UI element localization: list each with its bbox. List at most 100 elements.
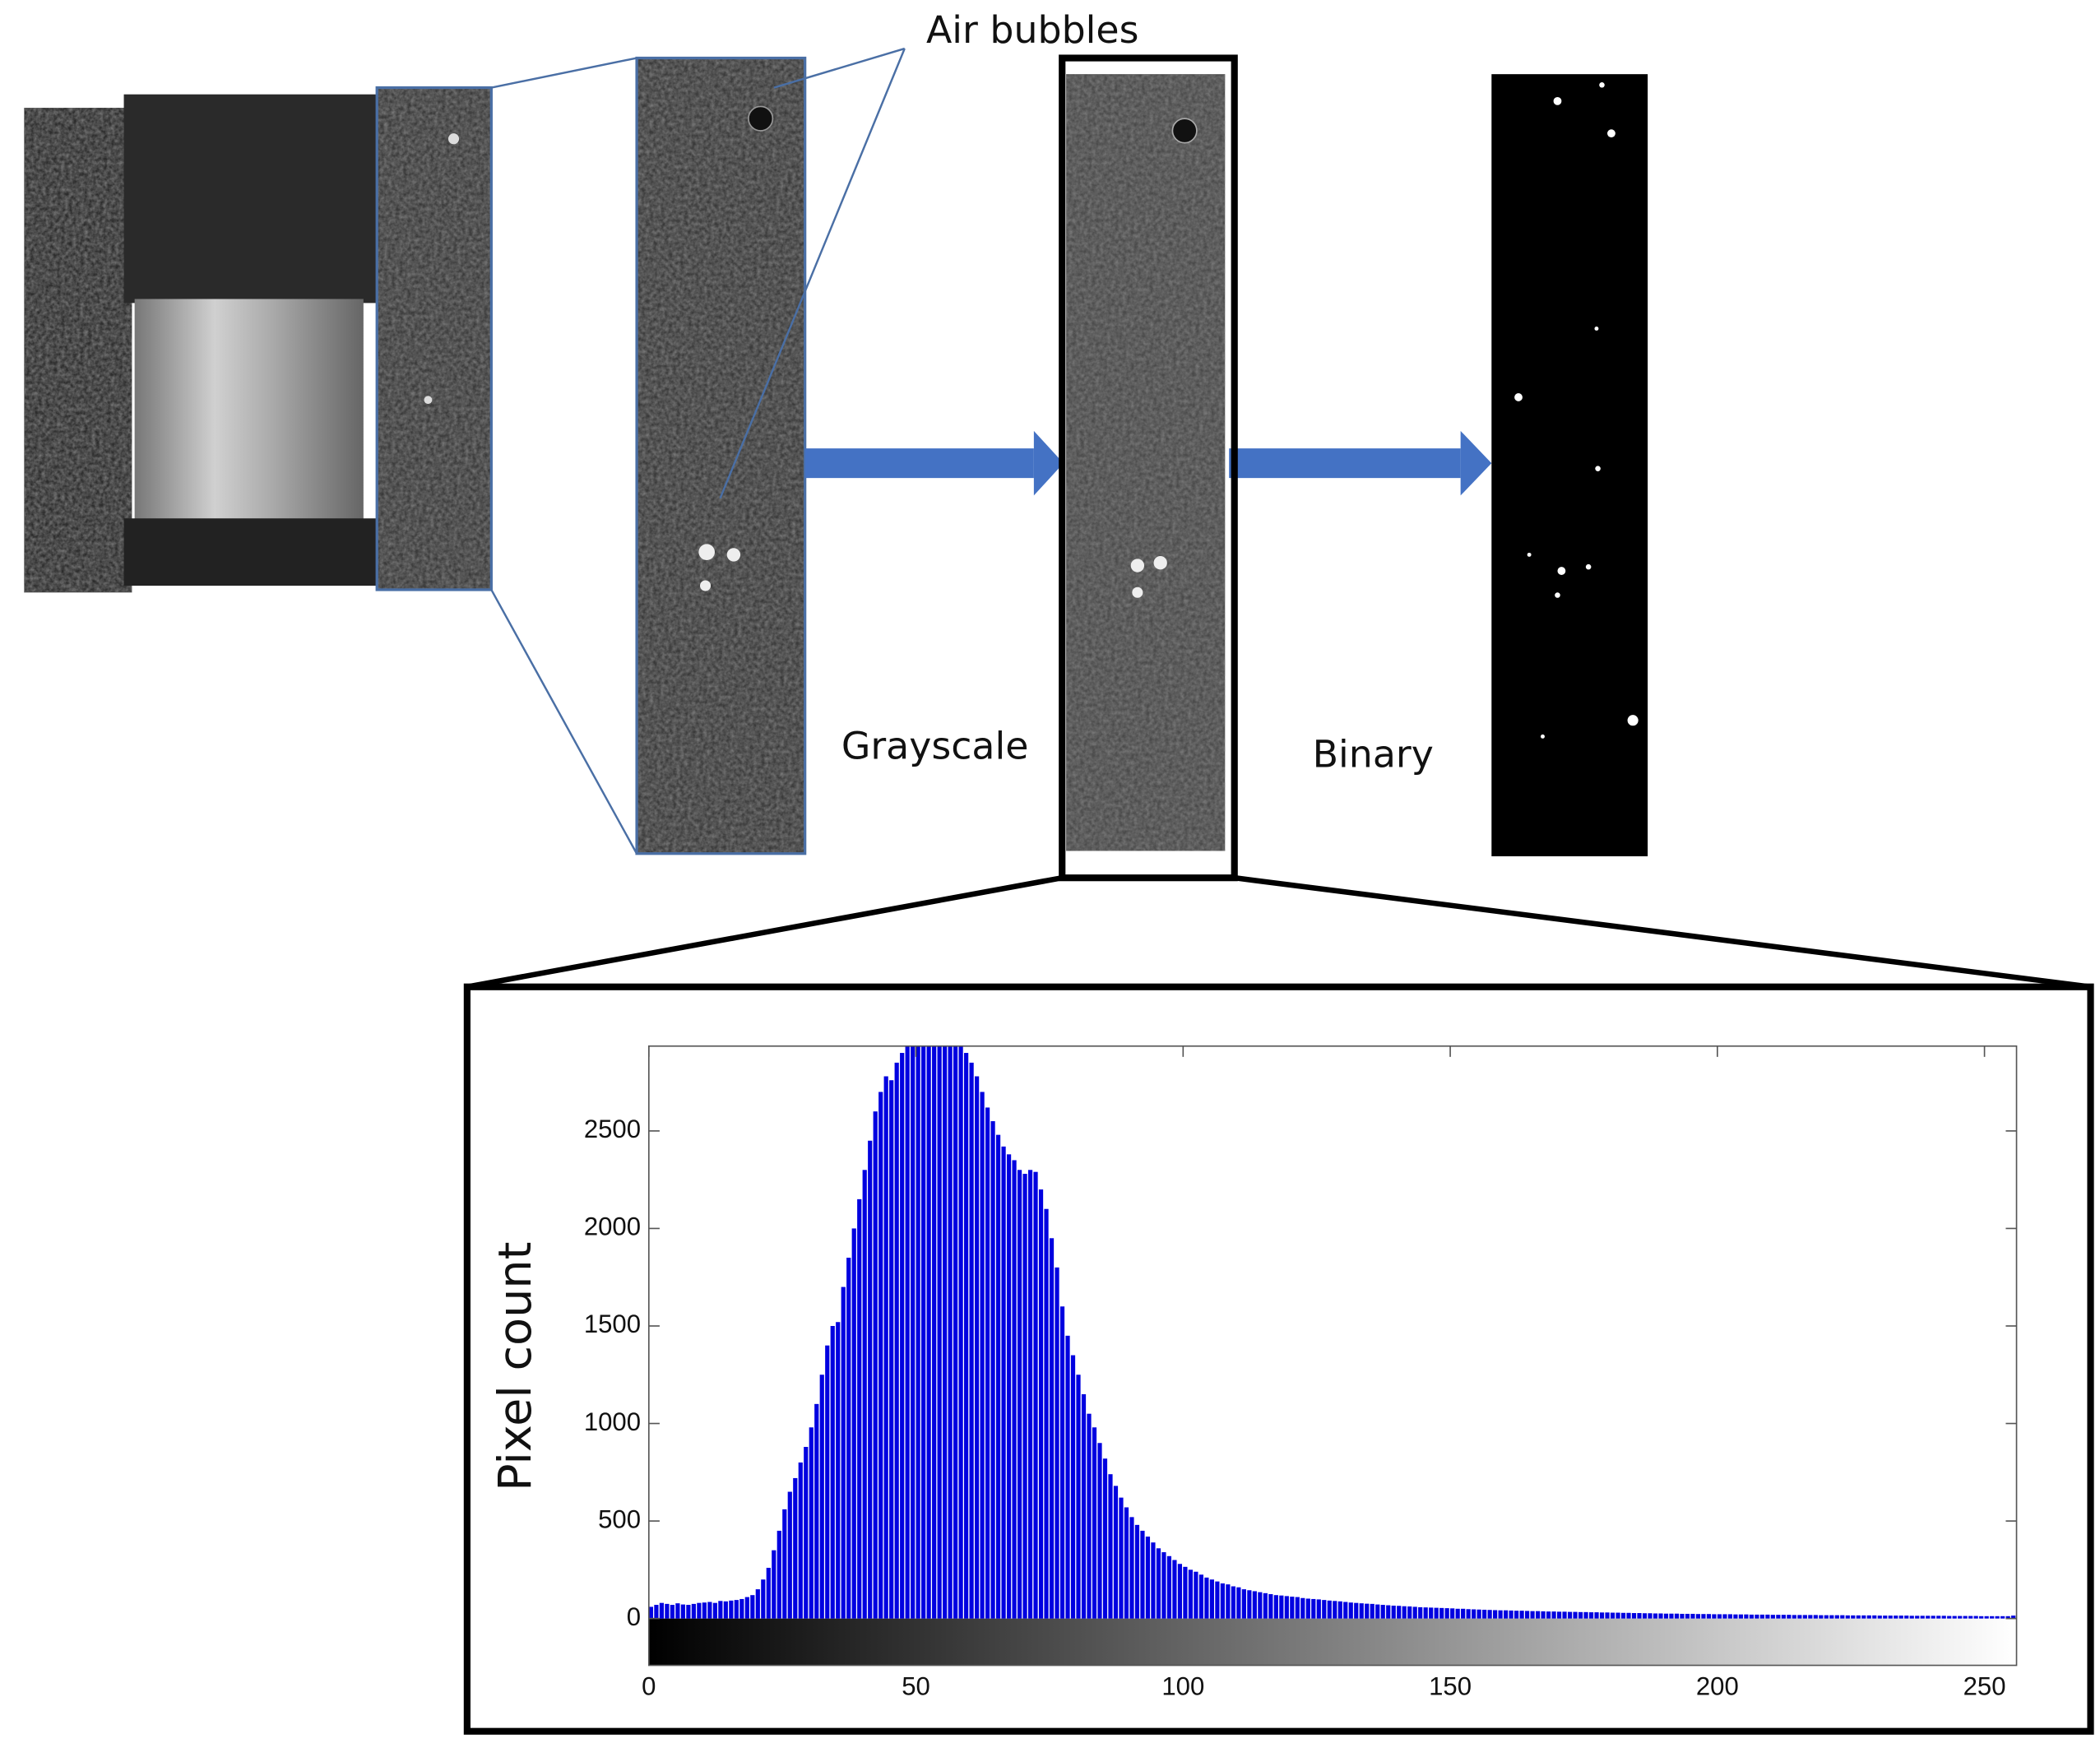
bar — [1124, 1507, 1129, 1619]
bar — [1183, 1566, 1188, 1619]
bar — [1952, 1616, 1957, 1619]
bar — [1226, 1584, 1231, 1619]
bar — [1300, 1597, 1305, 1619]
bar — [1476, 1609, 1481, 1619]
bar — [1851, 1615, 1856, 1619]
bar — [686, 1605, 691, 1619]
bar — [1920, 1616, 1925, 1619]
bar — [1444, 1608, 1449, 1619]
bar — [975, 1076, 980, 1619]
bar — [825, 1345, 830, 1619]
bar — [819, 1375, 824, 1619]
bar — [691, 1603, 696, 1619]
bar — [1546, 1611, 1551, 1619]
bar — [1567, 1611, 1573, 1619]
bar — [1423, 1607, 1428, 1619]
bar — [1509, 1610, 1514, 1619]
bar — [1979, 1616, 1984, 1619]
bar — [964, 1053, 969, 1619]
bar — [1642, 1613, 1648, 1619]
bar — [1738, 1614, 1743, 1619]
bar — [750, 1595, 755, 1619]
bar — [1958, 1616, 1963, 1619]
bar — [1712, 1614, 1717, 1619]
bar — [1333, 1601, 1337, 1619]
bar — [1727, 1614, 1732, 1619]
bar — [734, 1600, 739, 1619]
bar — [723, 1601, 728, 1619]
x-tick-label: 50 — [902, 1672, 930, 1701]
bar — [1744, 1614, 1749, 1619]
bar — [1198, 1574, 1203, 1619]
bar — [1963, 1616, 1968, 1619]
bar — [1776, 1615, 1781, 1619]
bar — [1108, 1474, 1113, 1619]
bar — [809, 1427, 814, 1619]
bar — [900, 1053, 905, 1619]
bar — [1904, 1616, 1909, 1619]
bar — [1883, 1616, 1888, 1619]
bar — [937, 1045, 942, 1619]
bar — [1258, 1592, 1263, 1619]
bar — [1151, 1542, 1156, 1619]
bar — [969, 1062, 974, 1619]
bar — [1188, 1569, 1194, 1619]
bar — [943, 1045, 948, 1619]
bar — [1995, 1616, 2000, 1619]
x-tick-label: 250 — [1963, 1672, 2006, 1701]
bar — [697, 1602, 702, 1619]
bar — [932, 1045, 937, 1619]
bar — [1022, 1174, 1027, 1619]
bar — [787, 1491, 792, 1619]
bar — [1380, 1605, 1385, 1619]
bar — [1161, 1552, 1166, 1619]
bar — [1599, 1612, 1605, 1619]
binary-panel — [1491, 74, 1648, 856]
bar — [654, 1605, 659, 1619]
bar — [1519, 1611, 1524, 1619]
bar — [712, 1602, 717, 1619]
bar — [1284, 1596, 1289, 1619]
bar — [1680, 1613, 1685, 1619]
bar — [1856, 1615, 1861, 1619]
bar — [1076, 1375, 1081, 1619]
bar — [1931, 1616, 1935, 1619]
bar — [1808, 1615, 1813, 1619]
bar — [1701, 1614, 1706, 1619]
bar — [1770, 1615, 1775, 1619]
bar — [1722, 1614, 1727, 1619]
bar — [1290, 1597, 1295, 1619]
bar — [1840, 1615, 1845, 1619]
bar — [1204, 1577, 1209, 1619]
plot-border — [647, 1045, 2018, 1667]
bar — [878, 1092, 883, 1619]
bar — [1370, 1603, 1375, 1619]
bar — [1845, 1615, 1850, 1619]
bar — [1620, 1612, 1626, 1619]
bar — [1455, 1608, 1460, 1619]
bar — [1781, 1615, 1786, 1619]
bar — [1706, 1614, 1712, 1619]
bar — [1487, 1610, 1492, 1619]
bar — [1231, 1586, 1235, 1619]
bar — [793, 1477, 798, 1619]
bar — [1156, 1548, 1161, 1619]
bar — [985, 1107, 990, 1619]
bar — [702, 1602, 707, 1619]
bar — [1524, 1611, 1530, 1619]
bar — [1177, 1564, 1183, 1619]
bar — [1583, 1611, 1588, 1619]
bar — [980, 1092, 985, 1619]
bar — [1081, 1393, 1087, 1619]
bar — [1674, 1613, 1680, 1619]
bar — [1343, 1602, 1348, 1619]
sample-photo — [24, 86, 493, 593]
bar — [1562, 1611, 1567, 1619]
bar — [755, 1589, 760, 1619]
bar — [1365, 1603, 1370, 1619]
bar — [1588, 1612, 1594, 1619]
bar — [1439, 1607, 1444, 1619]
bar — [1386, 1605, 1391, 1619]
zoom-panel — [635, 56, 807, 855]
